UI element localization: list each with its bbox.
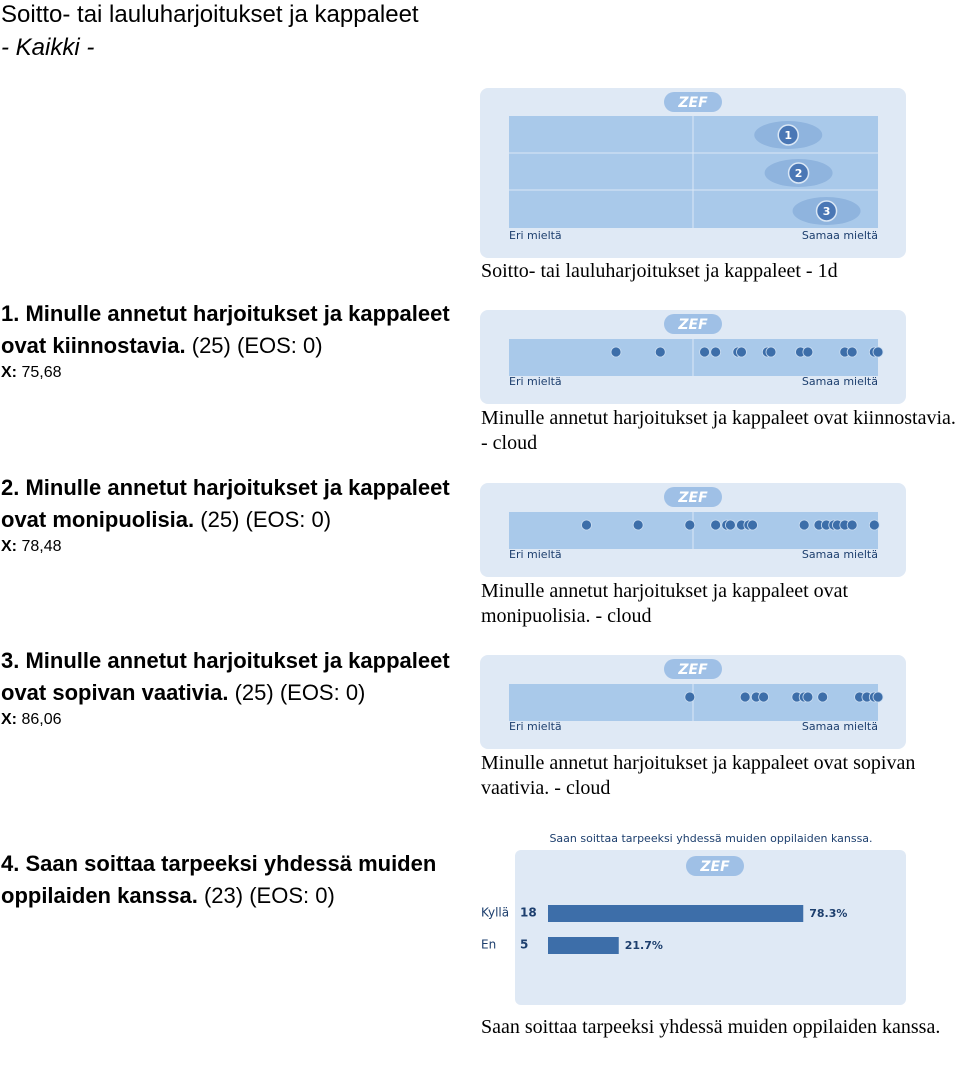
bubble-label: 3	[823, 205, 831, 218]
response-dot	[802, 346, 814, 358]
response-dot	[846, 346, 858, 358]
chart-title: Saan soittaa tarpeeksi yhdessä muiden op…	[549, 832, 872, 845]
logo: ZEF	[677, 95, 708, 111]
logo-badge	[686, 856, 744, 876]
mean: X: 75,68	[1, 362, 471, 384]
logo-badge	[664, 314, 722, 334]
logo: ZEF	[677, 317, 708, 333]
mean: X: 86,06	[1, 709, 471, 731]
logo: ZEF	[699, 859, 730, 875]
question: 4. Saan soittaa tarpeeksi yhdessä muiden…	[1, 848, 471, 912]
logo-badge	[664, 92, 722, 112]
scale-left-label: Eri mieltä	[509, 229, 562, 242]
logo: ZEF	[677, 662, 708, 678]
count-label: 5	[520, 938, 528, 952]
logo-badge	[664, 487, 722, 507]
scale-left-label: Eri mieltä	[509, 720, 562, 733]
response-dot	[872, 691, 884, 703]
figure-background	[515, 850, 906, 1005]
value-label: 78.3%	[809, 907, 847, 920]
mean-value: 78,48	[21, 538, 62, 555]
figure-caption: Minulle annetut harjoitukset ja kappalee…	[481, 752, 916, 799]
question: 3. Minulle annetut harjoitukset ja kappa…	[1, 645, 471, 731]
scale-right-label: Samaa mieltä	[802, 720, 878, 733]
response-dot	[802, 691, 814, 703]
response-dot	[736, 346, 747, 358]
response-dot	[817, 691, 829, 703]
eos: (EOS: 0)	[249, 883, 335, 908]
response-dot	[710, 346, 722, 358]
response-dot	[758, 691, 770, 703]
response-dot	[846, 519, 858, 531]
response-dot	[725, 519, 736, 531]
question-text: 3. Minulle annetut harjoitukset ja kappa…	[1, 648, 450, 705]
mean: X: 78,48	[1, 536, 471, 558]
mean-label: X:	[1, 711, 17, 728]
figure-caption: Minulle annetut harjoitukset ja kappalee…	[481, 407, 956, 454]
scale-right-label: Samaa mieltä	[802, 229, 878, 242]
response-dot	[684, 519, 696, 531]
category-label: Kyllä	[481, 906, 509, 920]
logo-badge	[664, 659, 722, 679]
response-dot	[684, 691, 696, 703]
count: (25)	[200, 507, 240, 532]
category-label: En	[481, 938, 496, 952]
response-dot	[868, 519, 880, 531]
response-dot	[872, 346, 884, 358]
response-dot	[739, 691, 751, 703]
response-dot	[699, 346, 710, 358]
logo: ZEF	[677, 490, 708, 506]
response-dot	[610, 346, 622, 358]
response-dot	[747, 519, 758, 531]
value-label: 21.7%	[625, 939, 663, 952]
response-dot	[654, 346, 666, 358]
count-label: 18	[520, 906, 537, 920]
bubble-label: 2	[795, 167, 803, 180]
question-text: 2. Minulle annetut harjoitukset ja kappa…	[1, 475, 450, 532]
bubble-label: 1	[784, 129, 792, 142]
mean-label: X:	[1, 364, 17, 381]
page-title: Soitto- tai lauluharjoitukset ja kappale…	[1, 1, 419, 28]
scale-right-label: Samaa mieltä	[802, 548, 878, 561]
question-text: 1. Minulle annetut harjoitukset ja kappa…	[1, 301, 450, 358]
bubble	[777, 124, 800, 146]
response-dot	[632, 519, 644, 531]
response-dot	[765, 346, 777, 358]
eos: (EOS: 0)	[245, 507, 332, 532]
figure-caption: Minulle annetut harjoitukset ja kappalee…	[481, 580, 849, 627]
mean-label: X:	[1, 538, 17, 555]
question: 2. Minulle annetut harjoitukset ja kappa…	[1, 472, 471, 558]
scale-left-label: Eri mieltä	[509, 375, 562, 388]
response-dot	[710, 519, 722, 531]
bar	[548, 937, 619, 954]
bubble	[787, 162, 810, 184]
bar	[548, 905, 804, 922]
bubble	[815, 200, 838, 222]
response-dot	[798, 519, 810, 531]
mean-value: 86,06	[21, 711, 62, 728]
scale-right-label: Samaa mieltä	[802, 375, 878, 388]
count: (23)	[203, 883, 244, 908]
response-dot	[581, 519, 592, 531]
mean-value: 75,68	[21, 364, 62, 381]
figure-caption: Saan soittaa tarpeeksi yhdessä muiden op…	[481, 1016, 941, 1038]
page-subtitle: - Kaikki -	[1, 34, 95, 61]
count: (25)	[234, 680, 274, 705]
count: (25)	[191, 333, 231, 358]
eos: (EOS: 0)	[237, 333, 323, 358]
question-text: 4. Saan soittaa tarpeeksi yhdessä muiden…	[1, 851, 437, 908]
question: 1. Minulle annetut harjoitukset ja kappa…	[1, 298, 471, 384]
eos: (EOS: 0)	[279, 680, 366, 705]
scale-left-label: Eri mieltä	[509, 548, 562, 561]
figure-caption: Soitto- tai lauluharjoitukset ja kappale…	[481, 260, 838, 282]
